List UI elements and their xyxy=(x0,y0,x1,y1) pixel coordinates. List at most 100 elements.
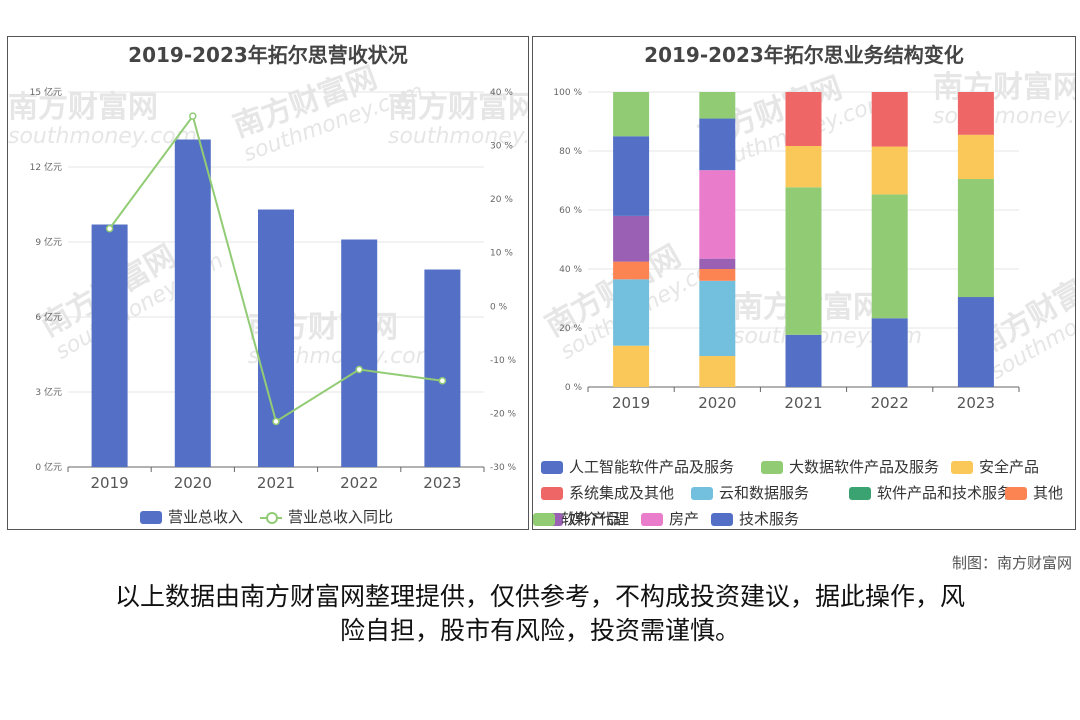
y-axis-tick-label: 80 % xyxy=(559,147,582,157)
right-axis-tick-label: -20 % xyxy=(490,409,517,419)
legend-item[interactable]: 安全产品 xyxy=(951,454,1039,480)
legend-swatch xyxy=(691,487,713,500)
stack-segment xyxy=(699,118,736,171)
stack-segment xyxy=(957,179,994,298)
x-axis-tick-label: 2023 xyxy=(957,394,995,412)
stack-segment xyxy=(699,92,736,119)
disclaimer: 以上数据由南方财富网整理提供，仅供参考，不构成投资建议，据此操作，风 险自担，股… xyxy=(60,580,1020,648)
legend-label-revenue: 营业总收入 xyxy=(168,508,244,526)
legend-label: 人工智能软件产品及服务 xyxy=(569,458,735,476)
legend-swatch-line xyxy=(260,511,282,524)
legend-item-revenue[interactable]: 营业总收入 xyxy=(140,504,244,529)
stack-segment xyxy=(699,258,736,269)
structure-chart-title: 2019-2023年拓尔思业务结构变化 xyxy=(644,43,964,67)
revenue-chart-title: 2019-2023年拓尔思营收状况 xyxy=(128,43,408,67)
right-axis-tick-label: 40 % xyxy=(490,88,513,98)
revenue-chart: 南方财富网southmoney.com南方财富网southmoney.com南方… xyxy=(8,60,529,492)
x-axis-tick-label: 2020 xyxy=(174,474,212,492)
stack-segment xyxy=(699,356,736,387)
legend-item[interactable]: 大数据软件产品及服务 xyxy=(761,454,939,480)
legend-label: 媒介代理 xyxy=(569,510,630,528)
stack-segment xyxy=(699,170,736,259)
right-axis-tick-label: 20 % xyxy=(490,195,513,205)
stack-segment xyxy=(871,318,908,387)
yoy-point xyxy=(438,377,447,385)
revenue-chart-panel: 南方财富网southmoney.com南方财富网southmoney.com南方… xyxy=(7,36,529,530)
legend-item[interactable]: 技术服务 xyxy=(711,506,800,529)
legend-swatch-bar xyxy=(140,511,162,524)
disclaimer-line-1: 以上数据由南方财富网整理提供，仅供参考，不构成投资建议，据此操作，风 xyxy=(114,582,965,611)
legend-swatch xyxy=(541,461,563,474)
x-axis-tick-label: 2021 xyxy=(784,394,822,412)
legend-label: 软件产品 xyxy=(561,510,622,528)
x-axis-tick-label: 2019 xyxy=(91,474,129,492)
y-axis-tick-label: 60 % xyxy=(559,206,582,216)
watermark-text: southmoney.com xyxy=(388,124,529,149)
left-axis-tick-label: 3 亿元 xyxy=(35,386,62,398)
legend-item[interactable]: 软件产品和技术服务 xyxy=(849,480,1012,506)
stack-segment xyxy=(785,92,822,146)
y-axis-tick-label: 100 % xyxy=(553,88,582,98)
legend-swatch xyxy=(711,513,733,526)
legend-label: 技术服务 xyxy=(739,510,800,528)
watermark-text: 南方财富网 xyxy=(388,90,529,125)
legend-item[interactable]: 房产 xyxy=(641,506,700,529)
revenue-bar xyxy=(258,209,294,467)
x-axis-tick-label: 2022 xyxy=(871,394,909,412)
legend-label: 其他 xyxy=(1033,484,1064,502)
legend-swatch xyxy=(641,513,663,526)
revenue-bar xyxy=(174,139,211,467)
disclaimer-line-2: 险自担，股市有风险，投资需谨慎。 xyxy=(339,616,740,645)
yoy-point xyxy=(189,112,197,120)
revenue-bar xyxy=(424,269,461,467)
legend-swatch xyxy=(541,487,563,500)
chart-credit: 制图：南方财富网 xyxy=(951,554,1072,572)
left-axis-tick-label: 6 亿元 xyxy=(35,311,62,323)
legend-label: 软件产品和技术服务 xyxy=(877,484,1013,502)
stack-segment xyxy=(699,280,736,357)
stack-segment xyxy=(957,134,994,180)
watermark-text: 南方财富网 xyxy=(8,90,158,125)
legend-item[interactable]: 系统集成及其他 xyxy=(541,480,674,506)
legend-label: 安全产品 xyxy=(979,458,1040,476)
x-axis-tick-label: 2019 xyxy=(612,394,650,412)
right-axis-tick-label: -10 % xyxy=(490,356,517,366)
left-axis-tick-label: 9 亿元 xyxy=(35,236,62,248)
structure-chart: 南方财富网southmoney.com南方财富网southmoney.com南方… xyxy=(540,70,1076,412)
x-axis-tick-label: 2022 xyxy=(340,474,378,492)
right-axis-tick-label: 10 % xyxy=(490,249,513,259)
stack-segment xyxy=(699,269,736,281)
structure-chart-panel: 南方财富网southmoney.com南方财富网southmoney.com南方… xyxy=(532,36,1076,530)
stack-segment xyxy=(871,92,908,147)
y-axis-tick-label: 40 % xyxy=(559,265,582,275)
yoy-point xyxy=(355,365,363,374)
stack-segment xyxy=(613,92,650,137)
stack-segment xyxy=(613,345,650,387)
legend-item[interactable]: 软件产品 xyxy=(533,506,622,529)
left-axis-tick-label: 12 亿元 xyxy=(30,161,62,173)
stack-segment xyxy=(785,334,822,387)
right-axis-tick-label: -30 % xyxy=(490,463,517,473)
legend-swatch xyxy=(1005,487,1027,500)
legend-item-yoy[interactable]: 营业总收入同比 xyxy=(260,504,393,529)
left-axis-tick-label: 0 亿元 xyxy=(35,461,62,473)
legend-swatch xyxy=(533,513,555,526)
y-axis-tick-label: 20 % xyxy=(559,324,582,334)
legend-item[interactable]: 人工智能软件产品及服务 xyxy=(541,454,734,480)
stack-segment xyxy=(785,187,822,335)
x-axis-tick-label: 2020 xyxy=(698,394,736,412)
legend-label: 房产 xyxy=(669,510,700,528)
x-axis-tick-label: 2023 xyxy=(423,474,461,492)
legend-swatch xyxy=(951,461,973,474)
stack-segment xyxy=(957,92,994,135)
stack-segment xyxy=(871,194,908,319)
legend-item[interactable]: 云和数据服务 xyxy=(691,480,809,506)
stack-segment xyxy=(613,215,650,262)
revenue-bar xyxy=(341,239,378,467)
legend-item[interactable]: 其他 xyxy=(1005,480,1063,506)
legend-swatch xyxy=(849,487,871,500)
y-axis-tick-label: 0 % xyxy=(565,383,583,393)
